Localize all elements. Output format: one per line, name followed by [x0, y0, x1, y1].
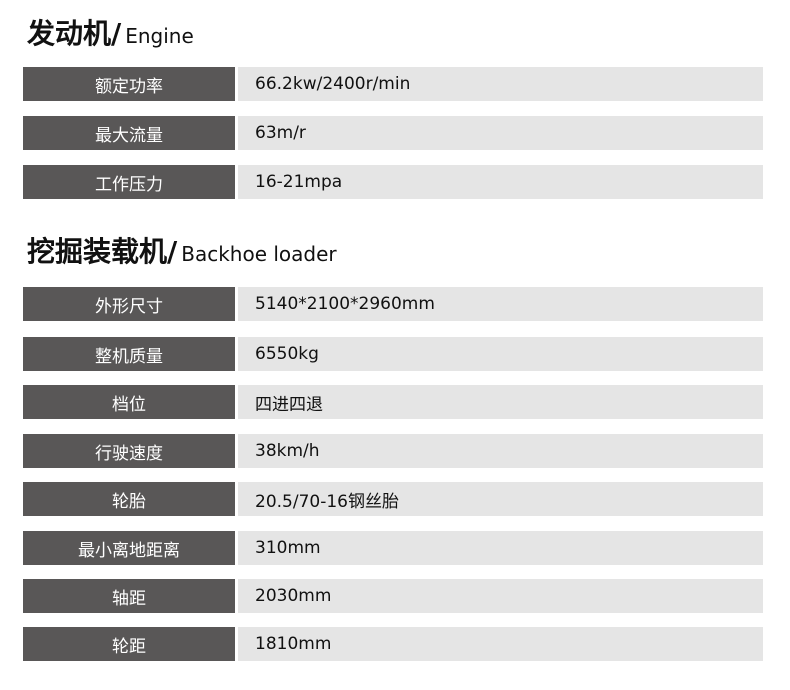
spec-row: 轴距 2030mm — [23, 579, 763, 613]
spec-value: 20.5/70-16钢丝胎 — [238, 482, 763, 516]
spec-row: 轮胎 20.5/70-16钢丝胎 — [23, 482, 763, 516]
spec-row: 轮距 1810mm — [23, 627, 763, 661]
engine-heading: 发动机/Engine — [27, 12, 194, 52]
spec-value: 5140*2100*2960mm — [238, 287, 763, 321]
spec-label: 档位 — [23, 385, 235, 419]
heading-en: Engine — [125, 24, 194, 48]
spec-value: 16-21mpa — [238, 165, 763, 199]
spec-row: 工作压力 16-21mpa — [23, 165, 763, 199]
spec-label: 工作压力 — [23, 165, 235, 199]
spec-row: 档位 四进四退 — [23, 385, 763, 419]
heading-zh: 挖掘装载机/ — [27, 235, 178, 268]
heading-zh: 发动机/ — [27, 17, 122, 50]
spec-label: 轮胎 — [23, 482, 235, 516]
spec-label: 额定功率 — [23, 67, 235, 101]
spec-label: 轴距 — [23, 579, 235, 613]
spec-label: 外形尺寸 — [23, 287, 235, 321]
spec-row: 额定功率 66.2kw/2400r/min — [23, 67, 763, 101]
spec-value: 四进四退 — [238, 385, 763, 419]
spec-label: 行驶速度 — [23, 434, 235, 468]
spec-row: 整机质量 6550kg — [23, 337, 763, 371]
spec-value: 66.2kw/2400r/min — [238, 67, 763, 101]
loader-heading: 挖掘装载机/Backhoe loader — [27, 230, 337, 270]
spec-value: 310mm — [238, 531, 763, 565]
spec-label: 最大流量 — [23, 116, 235, 150]
spec-row: 外形尺寸 5140*2100*2960mm — [23, 287, 763, 321]
spec-label: 整机质量 — [23, 337, 235, 371]
spec-value: 1810mm — [238, 627, 763, 661]
spec-row: 最大流量 63m/r — [23, 116, 763, 150]
heading-en: Backhoe loader — [181, 242, 337, 266]
spec-label: 轮距 — [23, 627, 235, 661]
spec-row: 最小离地距离 310mm — [23, 531, 763, 565]
spec-value: 63m/r — [238, 116, 763, 150]
spec-value: 6550kg — [238, 337, 763, 371]
spec-value: 2030mm — [238, 579, 763, 613]
spec-row: 行驶速度 38km/h — [23, 434, 763, 468]
spec-value: 38km/h — [238, 434, 763, 468]
spec-label: 最小离地距离 — [23, 531, 235, 565]
